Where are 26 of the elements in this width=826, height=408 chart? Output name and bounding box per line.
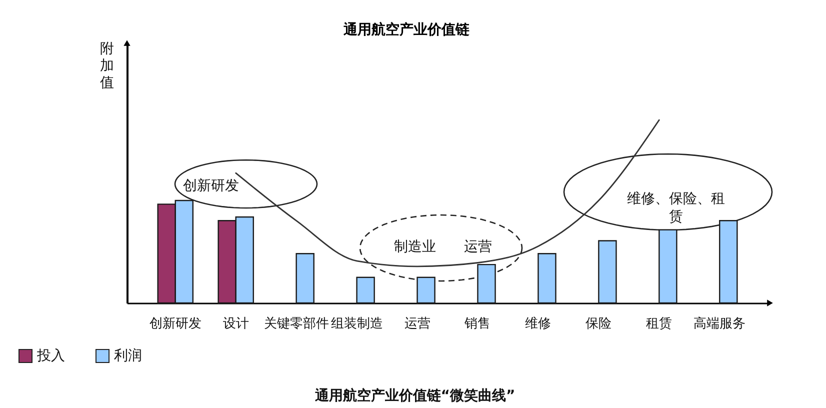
x-tick-label: 组装制造 [330,316,383,332]
x-tick-label: 关键零部件 [264,316,329,332]
x-tick-label: 运营 [404,316,430,332]
x-tick-label: 设计 [222,316,249,332]
chart-title: 通用航空产业价值链 [342,21,470,38]
annotation: 创新研发 [183,178,239,194]
text: 通用航空产业价值链“微笑曲线” [314,387,516,404]
bar [477,264,496,304]
bar [538,252,556,304]
x-tick-label: 保险 [586,316,612,332]
annotation: 制造业 运营 [394,239,492,255]
bar [598,240,617,304]
bar [416,276,436,304]
legend-label: 投入 [36,348,65,364]
x-tick-label: 销售 [464,316,491,332]
bar [658,229,678,304]
x-tick-label: 维修 [525,316,552,332]
y-axis-title: 附加值 [100,41,114,91]
bar [296,252,314,304]
bar [719,220,738,304]
x-tick-label: 创新研发 [149,316,202,332]
x-tick-label: 高端服务 [694,316,746,332]
x-tick-label: 租赁 [646,316,672,332]
annotation: 维修、保险、租赁 [627,191,725,225]
bar [356,276,375,304]
legend-label: 利润 [114,348,142,364]
